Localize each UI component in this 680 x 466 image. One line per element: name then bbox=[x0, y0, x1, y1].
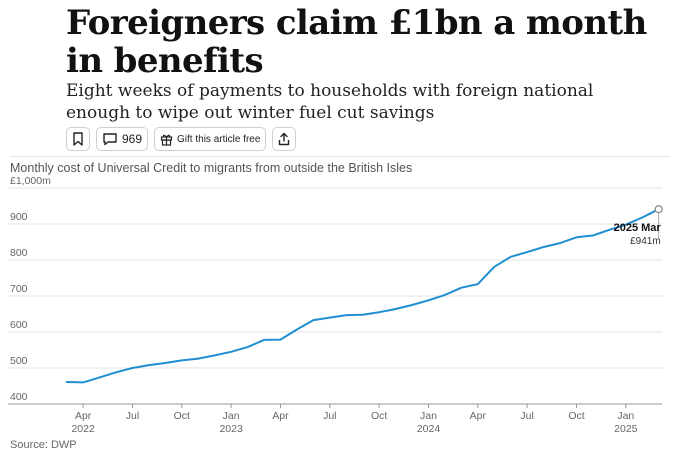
standfirst-line-1: Eight weeks of payments to households wi… bbox=[66, 81, 594, 101]
gift-icon bbox=[160, 134, 173, 146]
y-tick-label: £1,000m bbox=[10, 176, 51, 187]
y-tick-label: 500 bbox=[10, 355, 28, 367]
bookmark-icon bbox=[73, 132, 83, 146]
standfirst-line-2: enough to wipe out winter fuel cut savin… bbox=[66, 103, 435, 123]
x-year-label: 2023 bbox=[219, 423, 243, 435]
x-tick-label: Jan bbox=[223, 410, 240, 422]
chart-source: Source: DWP bbox=[10, 439, 77, 451]
annotation-value: £941m bbox=[630, 236, 661, 247]
y-tick-label: 900 bbox=[10, 211, 28, 223]
share-button[interactable] bbox=[272, 127, 297, 151]
x-tick-label: Apr bbox=[75, 410, 92, 422]
x-tick-label: Jul bbox=[323, 410, 336, 422]
x-year-label: 2024 bbox=[417, 423, 441, 435]
x-tick-label: Oct bbox=[568, 410, 584, 422]
x-tick-label: Apr bbox=[272, 410, 289, 422]
comments-button[interactable]: 969 bbox=[96, 127, 149, 151]
chart-title: Monthly cost of Universal Credit to migr… bbox=[10, 161, 413, 175]
y-tick-label: 600 bbox=[10, 319, 28, 331]
bookmark-button[interactable] bbox=[66, 127, 90, 151]
article-toolbar: 969 Gift this article free bbox=[66, 127, 297, 151]
x-year-label: 2022 bbox=[71, 423, 95, 435]
gift-article-button[interactable]: Gift this article free bbox=[154, 127, 267, 151]
x-tick-label: Jul bbox=[520, 410, 533, 422]
y-tick-label: 800 bbox=[10, 247, 28, 259]
chart-divider bbox=[10, 156, 670, 157]
headline: Foreigners claim £1bn a month in benefit… bbox=[66, 4, 666, 80]
x-year-label: 2025 bbox=[614, 423, 638, 435]
x-tick-label: Jul bbox=[126, 410, 139, 422]
headline-line-1: Foreigners claim £1bn a month bbox=[66, 3, 647, 43]
chart-gridlines bbox=[8, 187, 662, 405]
latest-point-marker bbox=[654, 205, 663, 214]
headline-line-2: in benefits bbox=[66, 41, 264, 81]
annotation-date: 2025 Mar bbox=[614, 222, 662, 234]
comment-count: 969 bbox=[122, 132, 143, 146]
x-tick-label: Jan bbox=[420, 410, 437, 422]
x-tick-label: Jan bbox=[617, 410, 634, 422]
x-tick-label: Oct bbox=[371, 410, 387, 422]
y-tick-label: 700 bbox=[10, 283, 28, 295]
share-icon bbox=[279, 132, 290, 146]
x-tick-label: Oct bbox=[174, 410, 190, 422]
series-line bbox=[65, 208, 660, 384]
comment-icon bbox=[103, 133, 117, 146]
x-tick-label: Apr bbox=[470, 410, 487, 422]
y-tick-label: 400 bbox=[10, 391, 28, 403]
gift-article-label: Gift this article free bbox=[177, 133, 261, 145]
standfirst: Eight weeks of payments to households wi… bbox=[66, 80, 666, 124]
y-axis: 400 500 600 700 800 900 £1,000m bbox=[10, 176, 51, 403]
